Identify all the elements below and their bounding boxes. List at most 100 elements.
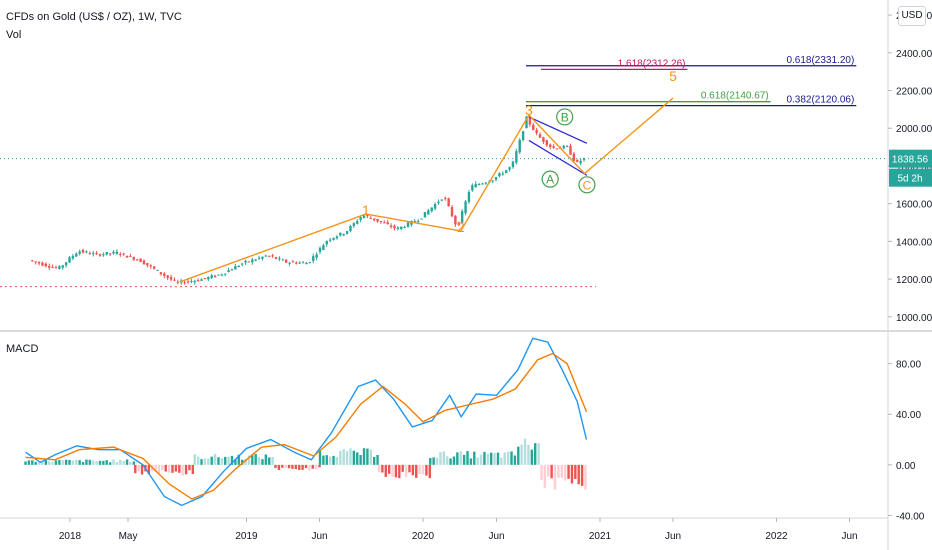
- macd-histogram-bar: [550, 464, 553, 479]
- candle-body: [430, 207, 433, 212]
- macd-histogram-bar: [366, 448, 369, 465]
- macd-histogram-bar: [574, 464, 577, 479]
- currency-button[interactable]: USD: [898, 6, 926, 26]
- time-axis-tick: Jun: [841, 531, 857, 542]
- macd-histogram-bar: [449, 458, 452, 465]
- macd-histogram-bar: [210, 456, 213, 465]
- time-axis-tick: Jun: [311, 531, 327, 542]
- macd-histogram-bar: [112, 459, 115, 465]
- candle-body: [31, 260, 34, 262]
- candle-body: [312, 256, 315, 261]
- price-axis-tick: 1200.00: [896, 275, 932, 286]
- price-axis-tick: 1000.00: [896, 313, 932, 324]
- candle-body: [274, 257, 278, 259]
- candle-body: [437, 201, 440, 204]
- macd-histogram-bar: [486, 453, 490, 465]
- macd-histogram-bar: [68, 459, 71, 465]
- candle-body: [98, 254, 102, 256]
- candle-body: [227, 270, 230, 273]
- macd-histogram-bar: [369, 449, 372, 465]
- candle-body: [203, 278, 207, 280]
- candle-body: [400, 226, 403, 230]
- macd-histogram-bar: [523, 438, 527, 465]
- macd-histogram-bar: [284, 464, 287, 469]
- macd-histogram-bar: [381, 464, 384, 473]
- candle-body: [325, 241, 328, 245]
- candle-body: [61, 265, 64, 268]
- candle-body: [186, 281, 190, 283]
- macd-histogram-bar: [503, 452, 506, 465]
- candle-body: [474, 183, 477, 188]
- macd-histogram-bar: [452, 456, 456, 465]
- candle-body: [555, 148, 559, 150]
- macd-histogram-bar: [254, 454, 257, 465]
- candle-body: [433, 204, 437, 209]
- candle-body: [207, 276, 210, 280]
- macd-histogram-bar: [191, 464, 195, 475]
- candle-body: [81, 249, 85, 253]
- macd-histogram-bar: [513, 455, 517, 465]
- last-price-badge: [889, 149, 932, 168]
- candle-body: [569, 145, 572, 155]
- candle-body: [41, 262, 44, 266]
- macd-histogram-bar: [27, 460, 31, 465]
- macd-histogram-bar: [224, 456, 227, 465]
- candle-body: [230, 269, 234, 271]
- macd-histogram-bar: [58, 459, 61, 465]
- macd-histogram-bar: [476, 457, 479, 465]
- macd-histogram-bar: [372, 456, 376, 465]
- macd-histogram-bar: [230, 455, 234, 465]
- candle-body: [268, 255, 271, 257]
- macd-histogram-bar: [161, 464, 164, 471]
- macd-histogram-bar: [200, 459, 203, 465]
- macd-histogram-bar: [421, 464, 425, 475]
- candle-body: [501, 173, 505, 175]
- macd-histogram-bar: [580, 464, 584, 486]
- candle-body: [467, 191, 471, 202]
- candle-body: [359, 217, 362, 220]
- candle-body: [95, 252, 98, 254]
- macd-histogram-bar: [332, 455, 335, 465]
- candle-body: [288, 262, 291, 264]
- macd-histogram-bar: [387, 464, 391, 474]
- candle-body: [190, 281, 193, 283]
- macd-histogram-bar: [137, 464, 140, 472]
- macd-histogram-bar: [108, 462, 112, 465]
- macd-axis-tick: -40.00: [896, 511, 925, 522]
- candle-body: [169, 277, 173, 280]
- macd-histogram-bar: [64, 459, 68, 465]
- macd-histogram-bar: [196, 456, 200, 465]
- candle-body: [535, 130, 538, 134]
- candle-body: [220, 274, 224, 276]
- countdown-badge: [889, 168, 932, 187]
- candle-body: [464, 201, 467, 214]
- fib-level-label: 1.618(2312.26): [618, 58, 686, 69]
- candle-body: [413, 221, 416, 223]
- candle-body: [295, 262, 298, 264]
- macd-histogram-bar: [95, 460, 98, 465]
- candle-body: [376, 218, 379, 222]
- candle-body: [136, 259, 139, 261]
- macd-histogram-bar: [563, 464, 567, 481]
- candle-body: [34, 261, 37, 263]
- macd-histogram-bar: [325, 455, 328, 465]
- candle-body: [396, 227, 400, 229]
- candle-body: [278, 258, 281, 260]
- candle-body: [315, 254, 318, 258]
- wave-label: C: [583, 178, 592, 192]
- macd-histogram-bar: [429, 458, 432, 465]
- candle-body: [264, 255, 268, 257]
- macd-histogram-bar: [92, 460, 95, 465]
- macd-histogram-bar: [71, 460, 75, 465]
- candle-body: [322, 245, 325, 250]
- macd-histogram-bar: [425, 464, 428, 476]
- macd-histogram-bar: [184, 464, 188, 475]
- macd-histogram-bar: [78, 460, 81, 465]
- macd-histogram-bar: [268, 457, 271, 465]
- candle-body: [129, 255, 132, 257]
- candle-body: [494, 177, 498, 180]
- macd-histogram-bar: [517, 446, 520, 465]
- macd-histogram-bar: [510, 451, 513, 465]
- macd-histogram-bar: [376, 455, 379, 465]
